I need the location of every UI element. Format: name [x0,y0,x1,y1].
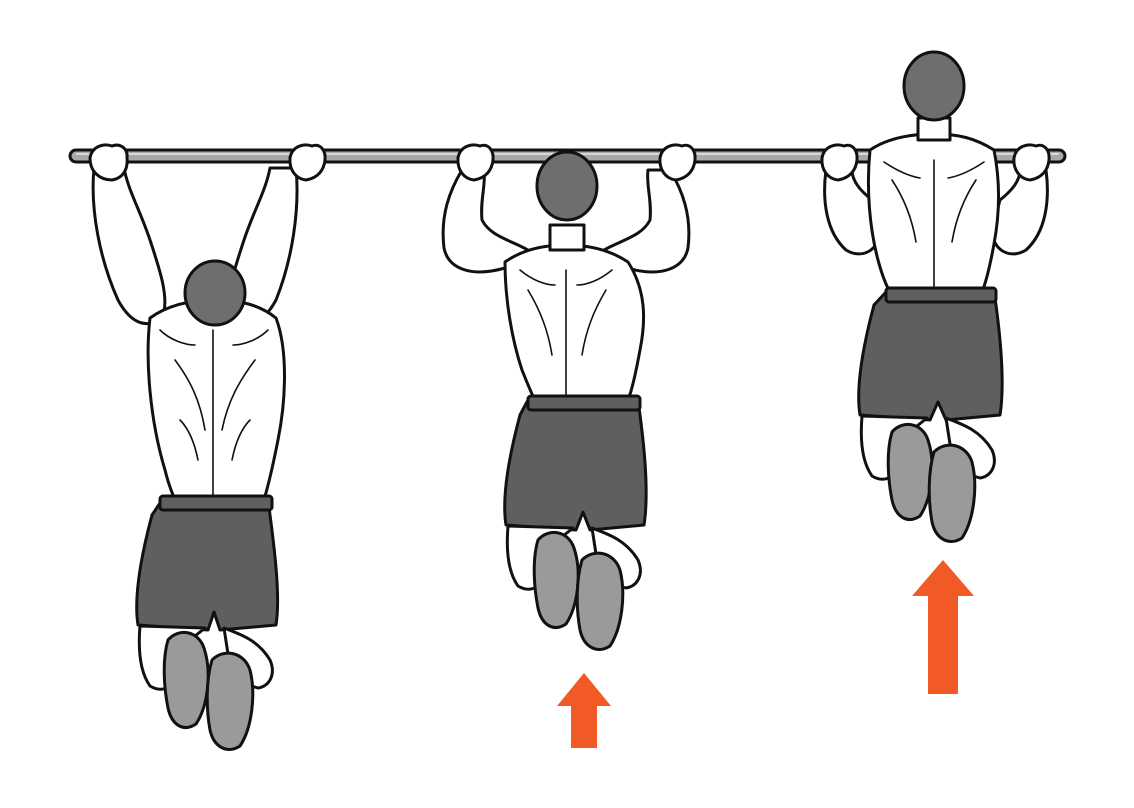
right-shoe [205,651,255,751]
right-hand [288,143,327,182]
arrow-up-small [557,673,611,748]
shorts [857,290,1004,422]
shorts [135,498,280,632]
figure-mid-pull [441,143,697,748]
head [535,150,599,222]
head [902,50,966,122]
right-hand [658,143,697,182]
shorts [503,398,648,532]
left-shoe [532,531,580,629]
right-hand [1012,143,1051,182]
left-arm [91,166,167,325]
left-shoe [886,423,934,521]
torso [146,298,286,507]
figure-top-chin-over-bar [820,50,1051,694]
right-shoe [575,551,625,651]
figure-dead-hang [88,143,327,751]
neck [548,223,586,252]
left-hand [820,143,859,182]
head [183,259,247,327]
left-shoe [162,631,210,729]
right-shoe [927,443,977,543]
neck [916,116,952,142]
left-hand [88,143,129,182]
left-hand [456,143,495,182]
torso [503,243,646,402]
right-arm [990,168,1049,256]
left-arm [823,168,882,256]
arrow-up-large [912,560,974,694]
